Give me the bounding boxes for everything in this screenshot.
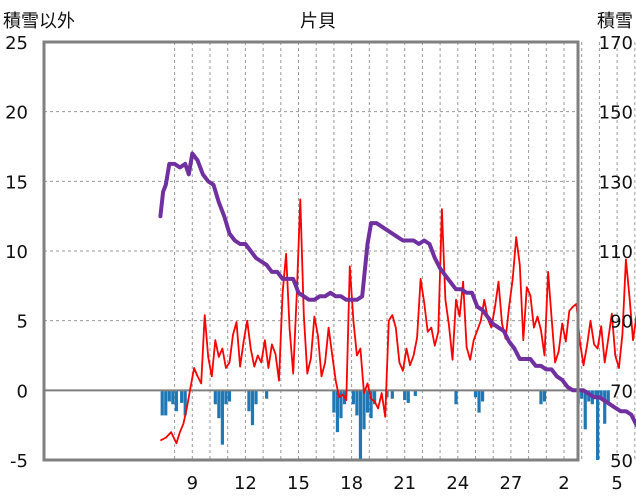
precip-bar xyxy=(160,390,164,416)
precip-bar xyxy=(174,390,178,412)
precip-bar xyxy=(583,390,587,430)
y-left-tick-label: -5 xyxy=(10,451,28,472)
precip-bar xyxy=(413,390,417,396)
precip-bar xyxy=(171,390,175,405)
y-left-tick-label: 15 xyxy=(5,172,28,193)
y-right-tick-label: 90 xyxy=(610,312,633,333)
precip-bar xyxy=(358,390,363,460)
precip-bar xyxy=(603,390,607,424)
precip-bar xyxy=(362,390,366,430)
precip-bar xyxy=(542,390,547,402)
precip-bar xyxy=(390,390,394,399)
precip-bar xyxy=(339,390,343,419)
y-right-tick-label: 50 xyxy=(610,451,633,472)
x-tick-label: 12 xyxy=(234,473,257,494)
y-left-tick-label: 10 xyxy=(5,242,28,263)
precip-bar xyxy=(594,390,598,399)
precip-bar xyxy=(247,390,251,412)
precip-bar xyxy=(580,390,584,399)
precip-bar xyxy=(351,390,355,405)
y-right-tick-label: 130 xyxy=(599,172,633,193)
series-line-other xyxy=(159,198,636,445)
precip-bar xyxy=(385,390,389,398)
precip-bar xyxy=(596,390,600,460)
precip-bar xyxy=(265,390,269,399)
series-line-snow-depth xyxy=(158,151,636,428)
precip-bar xyxy=(406,390,410,403)
precip-bar xyxy=(227,390,232,402)
precip-bar xyxy=(369,390,373,419)
x-tick-label: 18 xyxy=(340,473,363,494)
y-right-axis-title: 積雪 xyxy=(597,11,633,32)
precip-bar xyxy=(224,390,228,405)
precip-bar xyxy=(335,390,340,433)
y-left-tick-label: 20 xyxy=(5,103,28,124)
x-tick-label: 15 xyxy=(287,473,310,494)
precip-bar xyxy=(167,390,171,402)
chart-title: 片貝 xyxy=(300,11,336,32)
precip-bar xyxy=(480,390,485,402)
precip-bar xyxy=(599,390,603,399)
precip-bar xyxy=(454,390,458,405)
x-tick-label: 27 xyxy=(499,473,522,494)
x-tick-label: 5 xyxy=(611,473,622,494)
y-right-tick-label: 70 xyxy=(610,381,633,402)
precip-bar xyxy=(403,390,407,401)
precip-bar xyxy=(473,390,478,398)
y-right-tick-label: 110 xyxy=(599,242,633,263)
y-left-axis-title: 積雪以外 xyxy=(3,11,75,32)
precip-bar xyxy=(250,390,255,426)
precip-bar xyxy=(365,390,370,413)
y-left-tick-label: 5 xyxy=(17,312,28,333)
precip-bar xyxy=(164,390,168,416)
precip-bar xyxy=(477,390,481,413)
y-right-tick-label: 150 xyxy=(599,103,633,124)
precipitation-bars xyxy=(160,390,610,460)
x-tick-label: 2 xyxy=(558,473,569,494)
y-right-tick-label: 170 xyxy=(599,33,633,54)
x-tick-label: 9 xyxy=(187,473,198,494)
precip-bar xyxy=(539,390,543,405)
precip-bar xyxy=(373,390,377,405)
y-left-tick-label: 25 xyxy=(5,33,28,54)
precip-bar xyxy=(180,390,184,403)
plot-frame xyxy=(42,40,580,462)
precip-bar xyxy=(355,390,359,416)
x-tick-label: 24 xyxy=(446,473,469,494)
y-left-tick-label: 0 xyxy=(17,381,28,402)
precip-bar xyxy=(213,390,217,405)
precip-bar xyxy=(217,390,221,419)
precip-bar xyxy=(220,390,224,445)
precip-bar xyxy=(254,390,258,405)
precip-bar xyxy=(606,390,610,405)
precip-bar xyxy=(183,390,187,416)
precip-bar xyxy=(332,390,336,413)
x-tick-label: 21 xyxy=(393,473,416,494)
